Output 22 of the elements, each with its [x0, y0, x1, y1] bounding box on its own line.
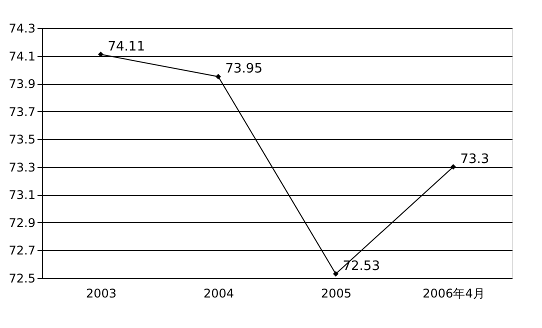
point	[216, 74, 221, 80]
data-label: 74.11	[108, 39, 145, 54]
y-tick-label: 74.3	[8, 22, 36, 36]
data-label: 72.53	[342, 258, 380, 274]
y-tick-label: 73.1	[8, 188, 36, 202]
y-tick-label: 73.5	[8, 132, 36, 147]
x-tick-label: 2005	[320, 286, 352, 300]
data-label: 73.3	[460, 152, 490, 167]
point	[333, 271, 338, 277]
y-tick-label: 72.5	[8, 272, 36, 286]
x-tick-label: 2006年4月	[422, 286, 485, 300]
y-tick-label: 73.3	[8, 160, 36, 174]
x-tick-label: 2004	[203, 286, 234, 300]
y-tick-label: 72.7	[8, 244, 36, 258]
y-tick-label: 74.1	[8, 49, 36, 64]
x-tick-label: 2003	[86, 286, 117, 300]
y-tick-label: 72.9	[8, 216, 36, 230]
y-tick-label: 73.7	[8, 104, 36, 119]
point	[450, 164, 456, 170]
y-tick-label: 73.9	[8, 77, 36, 92]
data-label: 73.95	[225, 62, 262, 77]
point	[98, 52, 104, 58]
